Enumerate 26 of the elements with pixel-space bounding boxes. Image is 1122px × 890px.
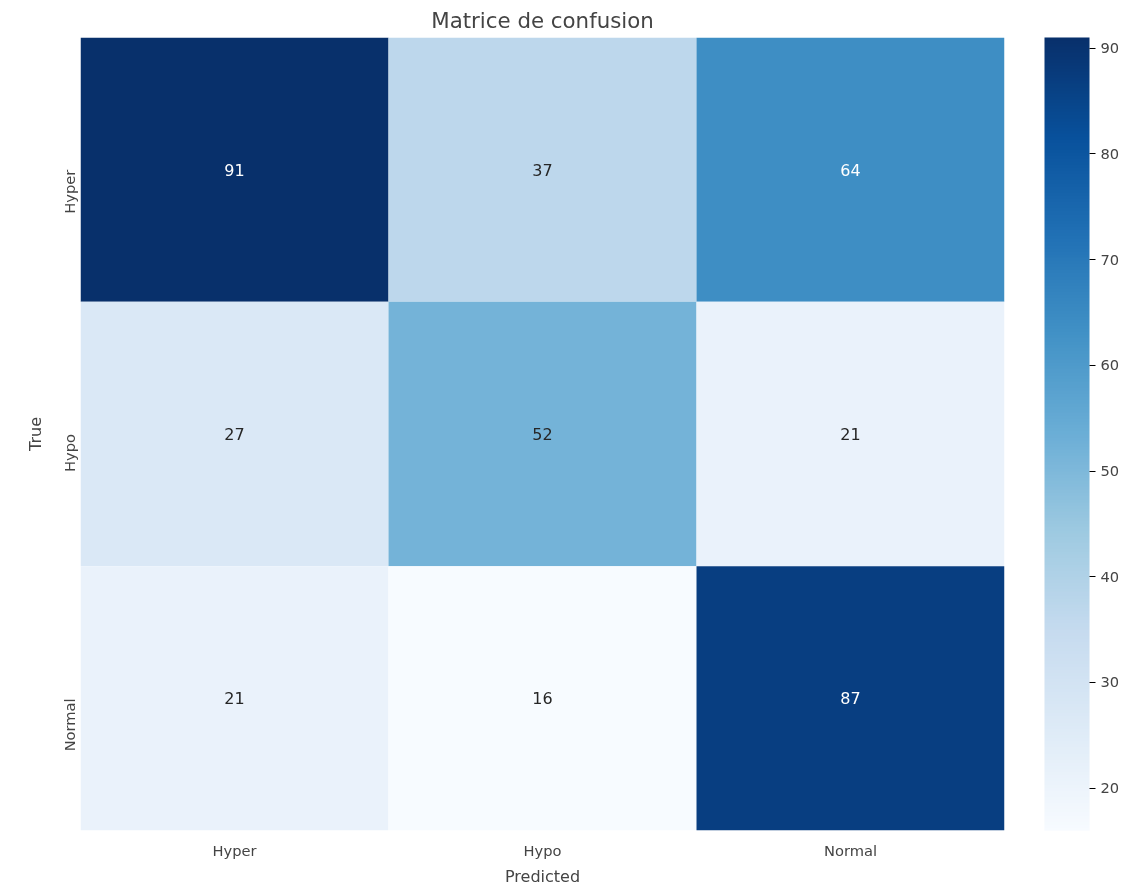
data-label: 52 xyxy=(532,425,553,444)
data-label: 64 xyxy=(840,160,861,180)
data-label: 21 xyxy=(224,689,245,709)
x-axis-title: Predicted xyxy=(504,866,581,886)
color-bar-label: 80 xyxy=(1100,144,1120,162)
color-bar-label: 20 xyxy=(1100,779,1120,797)
y-tick-label: Hyper xyxy=(61,168,78,214)
color-bar-label: 50 xyxy=(1100,462,1120,480)
data-label: 16 xyxy=(532,689,553,709)
color-bar-label: 30 xyxy=(1100,673,1120,691)
data-label: 27 xyxy=(224,425,245,444)
data-label: 91 xyxy=(224,160,245,180)
chart-title: Matrice de confusion xyxy=(431,7,654,33)
data-label: 37 xyxy=(532,160,553,180)
data-label: 87 xyxy=(840,689,861,709)
color-bar-label: 60 xyxy=(1100,356,1120,374)
color-bar-label: 70 xyxy=(1100,250,1120,268)
y-tick-label: Normal xyxy=(61,698,78,752)
data-label: 21 xyxy=(840,425,861,444)
y-tick-label: Hypo xyxy=(61,433,78,472)
x-tick-label: Hypo xyxy=(523,841,562,859)
x-tick-label: Normal xyxy=(823,841,878,859)
x-tick-label: Hyper xyxy=(212,841,258,859)
color-bar-label: 40 xyxy=(1100,567,1120,585)
color-bar-label: 90 xyxy=(1100,39,1120,57)
y-axis-title: True xyxy=(25,417,45,452)
